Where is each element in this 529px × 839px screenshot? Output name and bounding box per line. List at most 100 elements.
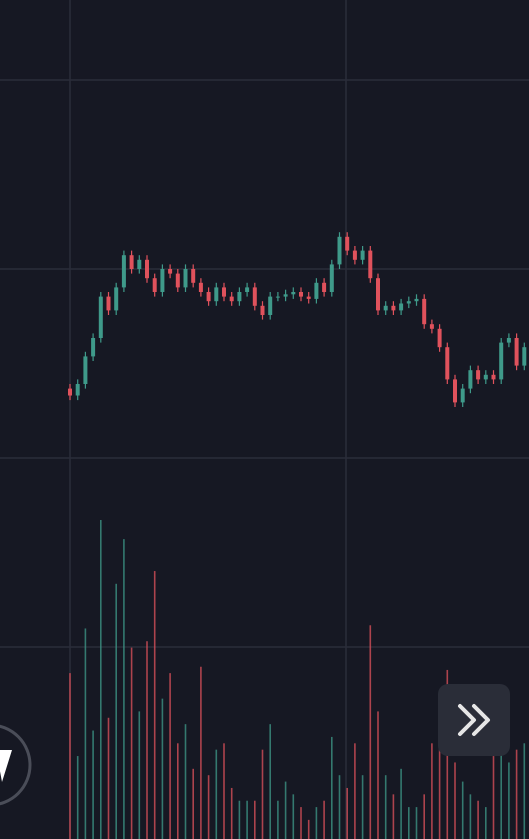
candle-body [237, 292, 242, 302]
candle-body [68, 388, 72, 396]
candle-body [268, 296, 273, 315]
candle-body [329, 264, 334, 292]
candle-body [106, 296, 111, 311]
volume-bar [492, 756, 495, 839]
candle-body [491, 374, 496, 380]
candle-body [245, 287, 250, 292]
candle-body [229, 296, 234, 302]
button-icon[interactable] [458, 704, 490, 736]
candle-body [137, 259, 142, 269]
volume-bar [207, 775, 210, 839]
volume-bar [469, 794, 472, 839]
candle-body [175, 273, 180, 288]
candle-body [468, 370, 473, 389]
volume-bar [269, 724, 271, 839]
volume-bar [184, 724, 187, 839]
candle-body [414, 298, 419, 302]
candle-body [183, 269, 188, 288]
volume-bar [84, 628, 87, 839]
candle-body [337, 236, 342, 265]
candle-body [422, 298, 427, 325]
volume-bar [230, 787, 233, 839]
candle-body [129, 255, 134, 269]
volume-bar [261, 749, 264, 839]
candle-body [299, 292, 303, 297]
scroll-button[interactable] [438, 684, 510, 756]
candle-body [152, 278, 157, 292]
volume-bar [200, 666, 202, 839]
volume-bar [392, 794, 395, 839]
candle-body [121, 255, 126, 288]
volume-bar [523, 743, 526, 839]
volume-bar [246, 800, 248, 839]
volume-bar [415, 807, 418, 839]
candle-body [406, 301, 411, 304]
logo-circle [0, 724, 32, 806]
candle-body [191, 269, 196, 283]
volume-bar [346, 787, 348, 839]
candle-body [222, 287, 226, 297]
volume-bar [138, 711, 141, 839]
candle-body [506, 338, 511, 343]
candle-body [322, 282, 327, 292]
candle-body [114, 287, 119, 311]
candle-body [352, 250, 357, 260]
volume-bar [323, 800, 325, 839]
volume-bar [377, 711, 379, 839]
volume-bar [277, 800, 279, 839]
candle-body [75, 384, 80, 396]
candle-body [83, 356, 88, 384]
volume-bar [423, 794, 425, 839]
candle-body [514, 338, 519, 366]
volume-bar [100, 520, 102, 839]
volume-bar [107, 717, 110, 839]
volume-bar [284, 781, 287, 839]
volume-bar [477, 800, 479, 839]
candle-body [460, 388, 465, 403]
candle-body [283, 294, 288, 297]
volume-bar [223, 743, 225, 839]
volume-bar [300, 807, 302, 839]
volume-bar [400, 768, 402, 839]
volume-bar [153, 571, 156, 839]
volume-bar [384, 775, 387, 839]
candle-body [499, 342, 504, 380]
volume-bar [508, 762, 510, 839]
volume-bar [408, 807, 410, 839]
volume-bar [146, 641, 148, 839]
candle-body [314, 282, 319, 299]
logo-shape [0, 750, 12, 782]
volume-bar [76, 756, 79, 839]
volume-bar [115, 583, 117, 839]
candle-body [306, 296, 311, 299]
candle-body [91, 338, 96, 357]
volume-bar [292, 794, 295, 839]
volume-bar [431, 743, 433, 839]
volume-bar [369, 625, 372, 839]
volume-bar [169, 673, 171, 839]
volume-bar [215, 749, 218, 839]
candle-body [252, 287, 257, 306]
volume-bar [161, 698, 164, 839]
candle-body [391, 305, 396, 311]
volume-bar [438, 724, 441, 839]
volume-bar [361, 775, 364, 839]
candle-body [206, 292, 211, 302]
candle-body [445, 347, 450, 380]
candle-body [368, 250, 373, 279]
candle-body [376, 278, 380, 311]
candle-body [214, 287, 219, 302]
volume-bar [331, 736, 333, 839]
volume-bar [130, 647, 133, 839]
candle-body [476, 370, 481, 380]
logo-badge [0, 724, 32, 806]
candle-body [437, 328, 442, 348]
volume-bar [461, 781, 464, 839]
candle-body [399, 303, 404, 311]
volume-bar [123, 539, 125, 839]
candle-body [160, 269, 165, 292]
volume-bar [177, 743, 179, 839]
volume-bar [338, 775, 341, 839]
candle-body [383, 305, 388, 311]
